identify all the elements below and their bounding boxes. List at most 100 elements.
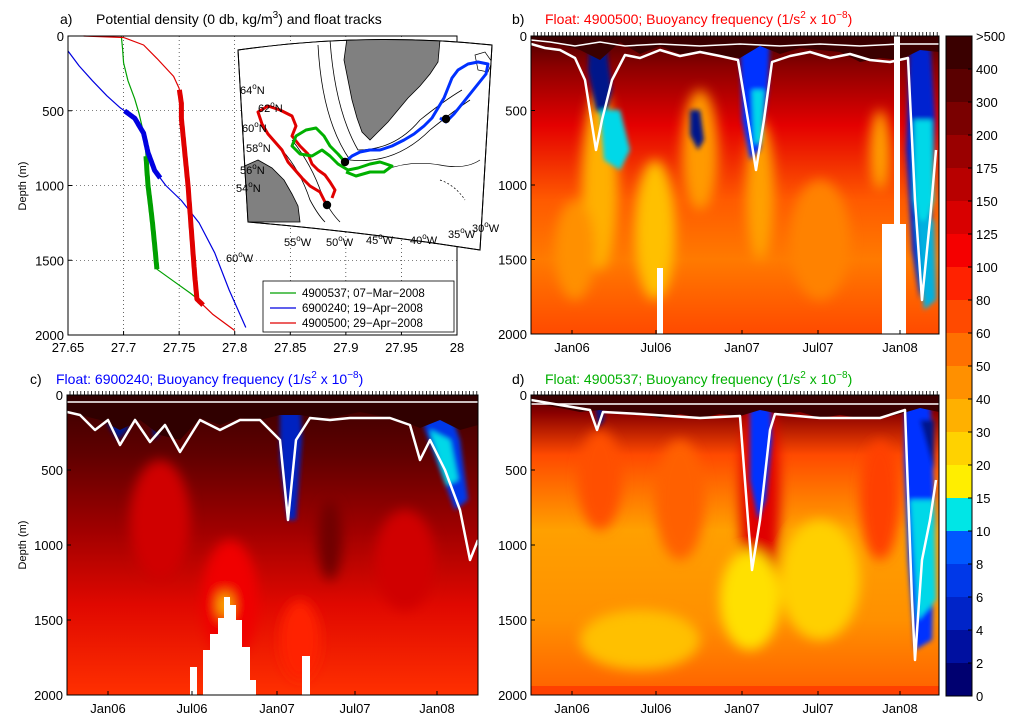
panel-a-label: a) <box>60 11 72 27</box>
colorbar-label: 175 <box>976 161 998 176</box>
panel-b-gap-2 <box>882 224 906 334</box>
colorbar-label: 30 <box>976 425 990 440</box>
panel-a-x-tick-label: 27.8 <box>222 340 247 355</box>
colorbar-swatch <box>946 663 972 697</box>
colorbar-swatch <box>946 300 972 334</box>
map-greenland-land <box>343 39 441 141</box>
panel-a-y-tick-label: 1000 <box>35 179 64 194</box>
colorbar-label: 15 <box>976 491 990 506</box>
panel-b-y-tick-label: 0 <box>520 29 527 44</box>
map-lon-label: 60oW <box>226 250 254 265</box>
panel-b-float-4900500: b) Float: 4900500; Buoyancy frequency (1… <box>498 10 940 355</box>
panel-b-label: b) <box>512 11 524 27</box>
map-track-red <box>256 104 337 203</box>
panel-c-y-ticks: 0 500 1000 1500 2000 <box>34 388 71 703</box>
panel-c-ylabel: Depth (m) <box>17 521 29 570</box>
colorbar-swatch <box>946 69 972 103</box>
colorbar-swatch <box>946 36 972 70</box>
panel-c-y-tick-label: 0 <box>56 388 63 403</box>
colorbar-label: 400 <box>976 62 998 77</box>
panel-c-heatmap <box>67 395 478 695</box>
map-float-start-1 <box>340 157 350 167</box>
panel-b-gap-1 <box>657 268 663 334</box>
map-lat-label: 58oN <box>246 140 271 155</box>
map-lat-label: 54oN <box>236 180 261 195</box>
panel-d-y-tick-label: 1000 <box>498 538 527 553</box>
panel-b-x-tick-label: Jul06 <box>640 340 671 355</box>
map-lon-label: 45oW <box>366 232 394 247</box>
panel-d-heatmap <box>531 395 939 695</box>
colorbar-label: 60 <box>976 326 990 341</box>
map-contour-5 <box>384 159 481 171</box>
colorbar-swatch <box>946 498 972 532</box>
colorbar-swatch <box>946 234 972 268</box>
map-lon-label: 50oW <box>326 234 354 249</box>
density-bold-segment-1 <box>143 155 160 270</box>
panel-a-y-tick-label: 2000 <box>35 328 64 343</box>
panel-a-x-tick-label: 27.95 <box>385 340 418 355</box>
panel-a-ylabel: Depth (m) <box>17 162 29 211</box>
map-lon-label: 35oW <box>448 226 476 241</box>
colorbar-label: 8 <box>976 557 983 572</box>
panel-c-y-tick-label: 500 <box>41 463 63 478</box>
panel-d-x-tick-label: Jan07 <box>724 701 759 716</box>
colorbar-swatch <box>946 333 972 367</box>
panel-d-y-tick-label: 0 <box>520 388 527 403</box>
density-line-3 <box>83 35 236 331</box>
colorbar-swatch <box>946 564 972 598</box>
colorbar-label: 20 <box>976 458 990 473</box>
colorbar-label: 4 <box>976 623 983 638</box>
map-track-blue <box>344 60 490 164</box>
panel-c-gap-region <box>190 597 256 695</box>
panel-d-y-tick-label: 2000 <box>498 688 527 703</box>
colorbar-swatch <box>946 366 972 400</box>
colorbar-swatch <box>946 168 972 202</box>
map-float-start-2 <box>322 200 332 210</box>
panel-d-x-tick-label: Jul06 <box>640 701 671 716</box>
colorbar-label: 6 <box>976 590 983 605</box>
colorbar-label: 200 <box>976 128 998 143</box>
panel-a-x-tick-label: 27.65 <box>52 340 85 355</box>
colorbar-swatch <box>946 135 972 169</box>
density-bold-segment-3 <box>176 88 205 307</box>
panel-c-x-tick-label: Jul06 <box>176 701 207 716</box>
panel-c-x-ticks: Jan06 Jul06 Jan07 Jul07 Jan08 <box>90 691 455 716</box>
panel-d-y-tick-label: 500 <box>505 463 527 478</box>
colorbar-swatch <box>946 432 972 466</box>
legend-label-1: 4900537; 07−Mar−2008 <box>302 288 425 300</box>
panel-c-y-tick-label: 1000 <box>34 538 63 553</box>
map-lon-label: 30oW <box>472 220 500 235</box>
map-lat-label: 56oN <box>240 162 265 177</box>
map-lon-label: 55oW <box>284 234 312 249</box>
panel-a-x-ticks: 27.65 27.7 27.75 27.8 27.85 27.9 27.95 28 <box>52 331 464 355</box>
colorbar-label: 300 <box>976 95 998 110</box>
map-contour-6 <box>439 179 466 201</box>
panel-c-x-tick-label: Jan06 <box>90 701 125 716</box>
panel-c-profile-ticks <box>69 391 478 395</box>
panel-b-mixed-layer-line <box>531 42 938 302</box>
colorbar-label: 0 <box>976 689 983 704</box>
panel-c-gap-2 <box>302 656 310 695</box>
density-bold-segment-2 <box>123 108 163 180</box>
legend-label-2: 6900240; 19−Apr−2008 <box>302 303 423 315</box>
panel-a-title: Potential density (0 db, kg/m3) and floa… <box>96 10 382 27</box>
panel-b-x-tick-label: Jan07 <box>724 340 759 355</box>
panel-d-label: d) <box>512 371 524 387</box>
inset-map: 64oN 62oN 60oN 58oN 56oN 54oN 60oW 55oW 50oW 45oW… <box>226 39 500 265</box>
panel-b-y-tick-label: 500 <box>505 104 527 119</box>
map-lon-label: 40oW <box>410 232 438 247</box>
colorbar: >500400300200175150125100806050403020151… <box>945 29 1005 704</box>
panel-b-x-tick-label: Jan08 <box>882 340 917 355</box>
panel-a-x-tick-label: 27.9 <box>333 340 358 355</box>
panel-a-x-tick-label: 27.75 <box>163 340 196 355</box>
panel-b-y-tick-label: 1000 <box>498 178 527 193</box>
density-line-2 <box>67 50 247 328</box>
map-contour-3 <box>281 149 326 223</box>
panel-a-x-tick-label: 27.85 <box>274 340 307 355</box>
colorbar-swatch <box>946 201 972 235</box>
panel-a-legend: 4900537; 07−Mar−2008 6900240; 19−Apr−2008… <box>262 280 455 333</box>
colorbar-swatch <box>946 399 972 433</box>
colorbar-label: 10 <box>976 524 990 539</box>
colorbar-swatch <box>946 102 972 136</box>
